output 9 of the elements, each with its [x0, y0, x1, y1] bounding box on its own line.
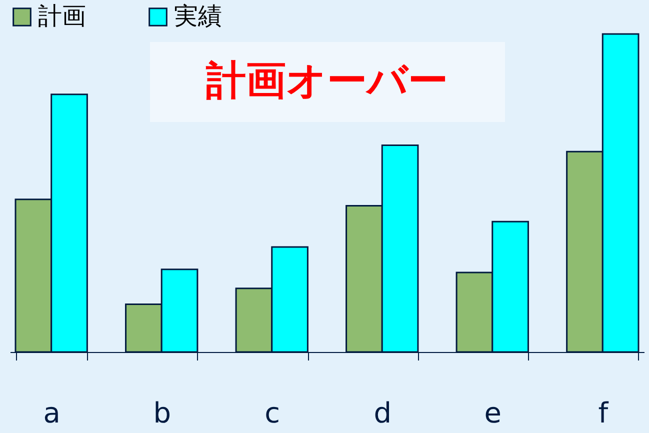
x-tick-label: e	[484, 396, 502, 430]
x-tick-label: f	[598, 396, 610, 430]
x-tick-label: a	[43, 396, 60, 430]
annotation: 計画オーバー	[205, 58, 448, 104]
legend-label: 計画	[38, 2, 86, 30]
x-tick-label: c	[264, 396, 280, 430]
legend-label: 実績	[174, 2, 222, 30]
x-tick-label: b	[153, 396, 171, 430]
x-tick-label: d	[374, 396, 392, 430]
